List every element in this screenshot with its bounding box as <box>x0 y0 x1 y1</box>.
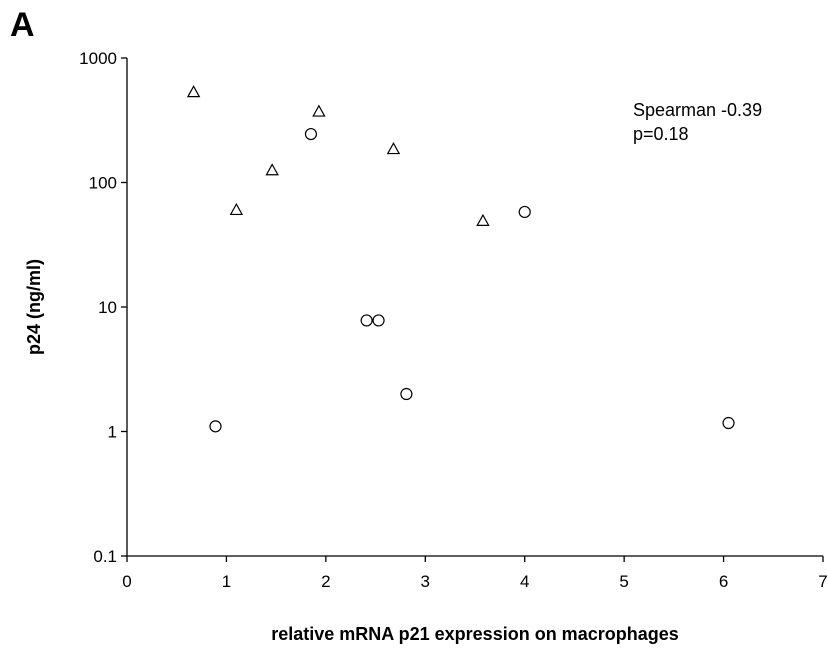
panel-label: A <box>10 6 35 44</box>
triangle-point <box>265 163 279 176</box>
circle-point <box>360 314 373 327</box>
triangle-point <box>186 85 201 98</box>
y-tick-label: 1 <box>108 423 117 442</box>
x-tick-label: 2 <box>321 572 330 591</box>
x-tick-label: 0 <box>122 572 131 591</box>
x-tick-label: 3 <box>421 572 430 591</box>
y-axis-label: p24 (ng/ml) <box>24 259 44 355</box>
circle-point <box>400 387 413 401</box>
data-points <box>186 85 735 433</box>
y-tick-label: 0.1 <box>93 547 117 566</box>
x-axis-label: relative mRNA p21 expression on macropha… <box>271 624 678 644</box>
annotation-p-value: p=0.18 <box>633 124 689 144</box>
annotation-spearman: Spearman -0.39 <box>633 100 762 120</box>
y-tick-label: 1000 <box>79 49 117 68</box>
y-ticks: 0.1 1 10 100 1000 <box>79 49 127 566</box>
circle-point <box>372 314 385 327</box>
circle-point <box>209 420 222 433</box>
x-tick-label: 7 <box>818 572 827 591</box>
x-tick-label: 5 <box>619 572 628 591</box>
triangle-point <box>476 213 490 226</box>
triangle-point <box>229 202 244 216</box>
x-ticks: 0 1 2 3 4 5 6 7 <box>122 556 828 591</box>
triangle-point <box>312 104 326 117</box>
x-tick-label: 1 <box>222 572 231 591</box>
circle-point <box>304 127 318 141</box>
circle-point <box>722 416 735 430</box>
y-tick-label: 100 <box>89 174 117 193</box>
y-tick-label: 10 <box>98 298 117 317</box>
x-tick-label: 6 <box>719 572 728 591</box>
x-tick-label: 4 <box>520 572 529 591</box>
circle-point <box>518 205 531 219</box>
axes <box>126 58 823 557</box>
triangle-point <box>386 141 401 155</box>
